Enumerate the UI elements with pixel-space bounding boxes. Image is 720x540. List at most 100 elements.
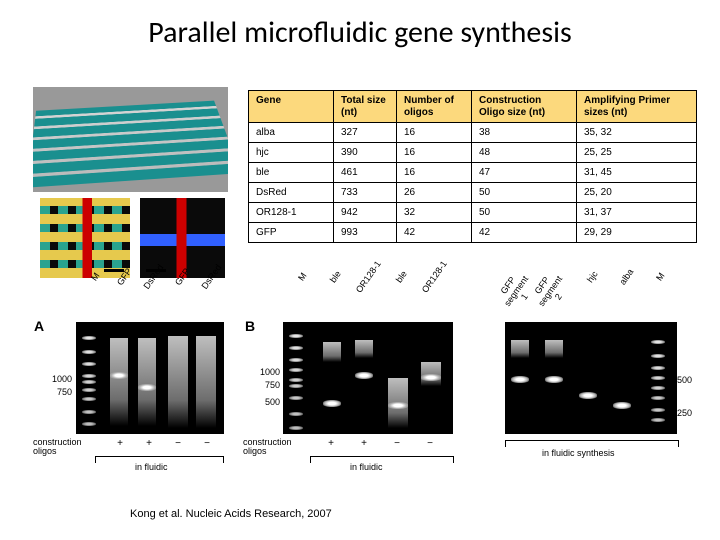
table-row: GFP993424229, 29 [249, 223, 697, 243]
gel-band [110, 372, 128, 379]
table-cell: 38 [472, 123, 577, 143]
table-row: DsRed733265025, 20 [249, 183, 697, 203]
table-cell: 993 [334, 223, 397, 243]
gel-band [388, 402, 408, 409]
plus-minus: + [140, 438, 158, 449]
gel-smear [355, 340, 373, 358]
gel-band [289, 384, 303, 388]
table-cell: 327 [334, 123, 397, 143]
lane-label: ble [386, 257, 417, 296]
gel-band [651, 354, 665, 358]
gel-band [289, 378, 303, 382]
gel-band [651, 418, 665, 422]
table-cell: 16 [397, 123, 472, 143]
gel-c-mark-500: 500 [677, 375, 707, 385]
gel-band [511, 376, 529, 383]
table-cell: 25, 20 [577, 183, 697, 203]
table-cell: alba [249, 123, 334, 143]
gel-band [82, 380, 96, 384]
lane-label: OR128-1 [353, 257, 384, 296]
panel-letter-b: B [245, 318, 255, 334]
gel-a-construction-label: construction oligos [33, 438, 83, 457]
table-row: OR128-1942325031, 37 [249, 203, 697, 223]
plus-minus: + [111, 438, 129, 449]
table-cell: 31, 45 [577, 163, 697, 183]
gel-band [651, 396, 665, 400]
gel-band [82, 397, 96, 401]
gel-band [289, 412, 303, 416]
gel-band [82, 336, 96, 340]
gel-band [651, 376, 665, 380]
gel-smear [110, 338, 128, 426]
microscopy-a [40, 198, 130, 278]
gel-b-bottom-label: in fluidic [350, 462, 383, 472]
gel-band [82, 388, 96, 392]
table-cell: 29, 29 [577, 223, 697, 243]
table-cell: 26 [397, 183, 472, 203]
table-cell: 50 [472, 183, 577, 203]
gel-band [289, 346, 303, 350]
table-cell: 16 [397, 143, 472, 163]
gel-b-mark-1000: 1000 [250, 367, 280, 377]
table-cell: 16 [397, 163, 472, 183]
lane-label: hjc [577, 257, 608, 296]
table-cell: 31, 37 [577, 203, 697, 223]
table-cell: 48 [472, 143, 577, 163]
gel-smear [138, 338, 156, 426]
plus-minus: − [421, 438, 439, 449]
table-cell: 50 [472, 203, 577, 223]
table-header: Construction Oligo size (nt) [472, 91, 577, 123]
panel-letter-a: A [34, 318, 44, 334]
table-header: Total size (nt) [334, 91, 397, 123]
plus-minus: + [322, 438, 340, 449]
gel-smear [196, 336, 216, 428]
table-cell: 35, 32 [577, 123, 697, 143]
plus-minus: − [169, 438, 187, 449]
gel-b-construction-label: construction oligos [243, 438, 293, 457]
gel-band [323, 400, 341, 407]
gel-band [82, 350, 96, 354]
table-cell: GFP [249, 223, 334, 243]
gel-band [651, 386, 665, 390]
plus-minus: − [198, 438, 216, 449]
table-cell: 42 [472, 223, 577, 243]
gel-smear [511, 340, 529, 358]
gel-band [651, 366, 665, 370]
table-cell: 32 [397, 203, 472, 223]
table-header: Number of oligos [397, 91, 472, 123]
device-photo [33, 87, 228, 192]
table-cell: DsRed [249, 183, 334, 203]
gel-smear [168, 336, 188, 428]
table-row: hjc390164825, 25 [249, 143, 697, 163]
lane-label: alba [611, 257, 642, 296]
table-cell: 733 [334, 183, 397, 203]
gel-b-mark-500: 500 [250, 397, 280, 407]
table-cell: ble [249, 163, 334, 183]
brace-c [505, 440, 679, 447]
table-cell: 47 [472, 163, 577, 183]
gel-band [289, 368, 303, 372]
gel-band [289, 396, 303, 400]
lane-label: ble [320, 257, 351, 296]
table-cell: 942 [334, 203, 397, 223]
gel-a: MGFPDsRedGFPDsRed [76, 322, 224, 434]
gel-band [545, 376, 563, 383]
gel-b: MbleOR128-1bleOR128-1 [283, 322, 453, 434]
gel-c: GFP segment 1GFP segment 2hjcalbaM [505, 322, 677, 434]
gel-band [138, 384, 156, 391]
gel-band [289, 334, 303, 338]
gel-band [82, 410, 96, 414]
gel-b-mark-750: 750 [250, 380, 280, 390]
gel-band [289, 426, 303, 430]
table-cell: 42 [397, 223, 472, 243]
gel-band [579, 392, 597, 399]
lane-label: OR128-1 [419, 257, 450, 296]
table-header: Amplifying Primer sizes (nt) [577, 91, 697, 123]
lane-label: M [645, 257, 676, 296]
table-cell: 25, 25 [577, 143, 697, 163]
gel-band [421, 374, 441, 381]
gel-smear [545, 340, 563, 358]
gel-a-bottom-label: in fluidic [135, 462, 168, 472]
plus-minus: + [355, 438, 373, 449]
table-row: ble461164731, 45 [249, 163, 697, 183]
